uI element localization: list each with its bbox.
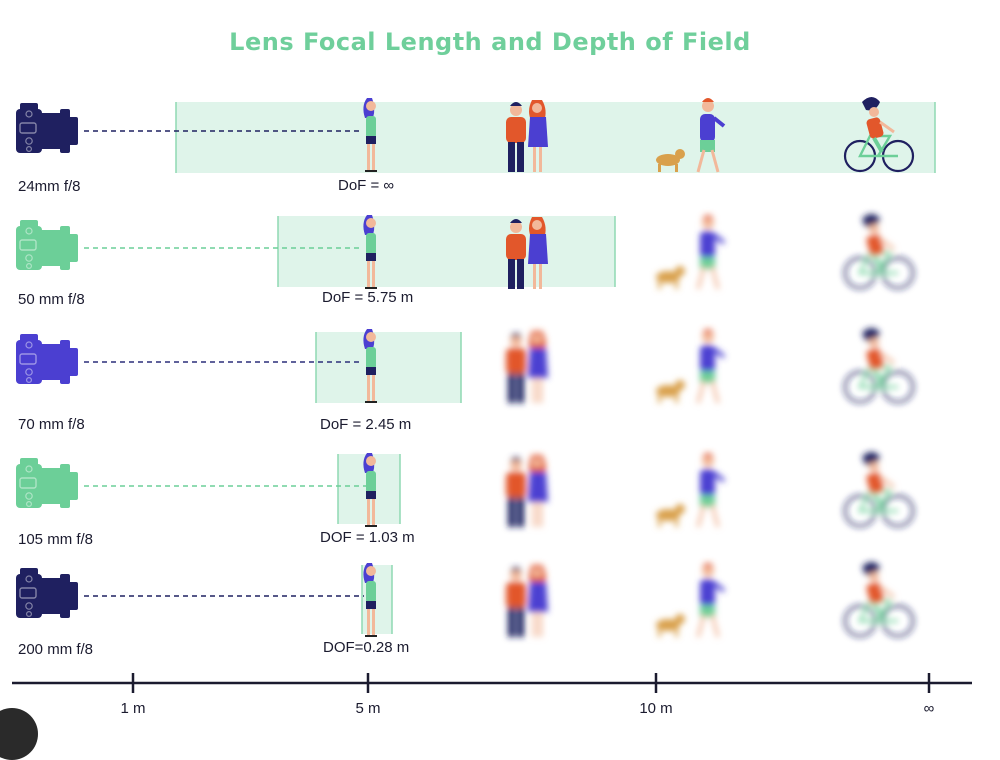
cyclist-figure-105mm: [843, 452, 915, 528]
page-title: Lens Focal Length and Depth of Field: [229, 28, 751, 56]
dof-label-200mm: DOF=0.28 m: [323, 639, 410, 656]
axis-tick-label-10m: 10 m: [639, 700, 673, 717]
woman-figure-105mm: [363, 453, 377, 527]
couple-figure-200mm: [506, 565, 548, 637]
woman-figure-50mm: [363, 215, 377, 289]
lens-label-50mm: 50 mm f/8: [18, 291, 85, 308]
camera-105mm: [16, 458, 78, 508]
dof-diagram: Lens Focal Length and Depth of Field 24m…: [0, 28, 972, 760]
cyclist-figure-200mm: [843, 562, 915, 638]
camera-50mm: [16, 220, 78, 270]
lens-label-200mm: 200 mm f/8: [18, 641, 94, 658]
woman-figure-200mm: [363, 563, 377, 637]
dof-zone-24mm: [176, 102, 935, 173]
cyclist-figure-70mm: [843, 328, 915, 404]
couple-figure-50mm: [506, 217, 548, 289]
axis-tick-label-5m: 5 m: [355, 700, 381, 717]
lens-label-24mm: 24mm f/8: [18, 178, 81, 195]
cyclist-figure-50mm: [843, 214, 915, 290]
dog-walker-figure-50mm: [656, 215, 726, 290]
woman-figure-70mm: [363, 329, 377, 403]
dof-label-70mm: DoF = 2.45 m: [320, 416, 412, 433]
axis-tick-label-1m: 1 m: [120, 700, 146, 717]
camera-70mm: [16, 334, 78, 384]
lens-label-105mm: 105 mm f/8: [18, 531, 94, 548]
dog-walker-figure-70mm: [656, 329, 726, 404]
diagram-art: [12, 97, 972, 693]
dog-walker-figure-24mm: [656, 98, 726, 173]
couple-figure-24mm: [506, 100, 548, 172]
dog-walker-figure-105mm: [656, 453, 726, 528]
cyclist-figure-24mm: [843, 97, 915, 173]
dof-label-50mm: DoF = 5.75 m: [322, 289, 414, 306]
couple-figure-105mm: [506, 455, 548, 527]
camera-24mm: [16, 103, 78, 153]
dof-zone-50mm: [278, 216, 615, 287]
dof-label-105mm: DOF = 1.03 m: [320, 529, 415, 546]
dog-walker-figure-200mm: [656, 563, 726, 638]
dof-label-24mm: DoF = ∞: [338, 177, 395, 194]
couple-figure-70mm: [506, 331, 548, 403]
woman-figure-24mm: [363, 98, 377, 172]
lens-label-70mm: 70 mm f/8: [18, 416, 85, 433]
camera-200mm: [16, 568, 78, 618]
dof-zone-70mm: [316, 332, 461, 403]
axis-tick-label-infinity: ∞: [923, 700, 935, 717]
